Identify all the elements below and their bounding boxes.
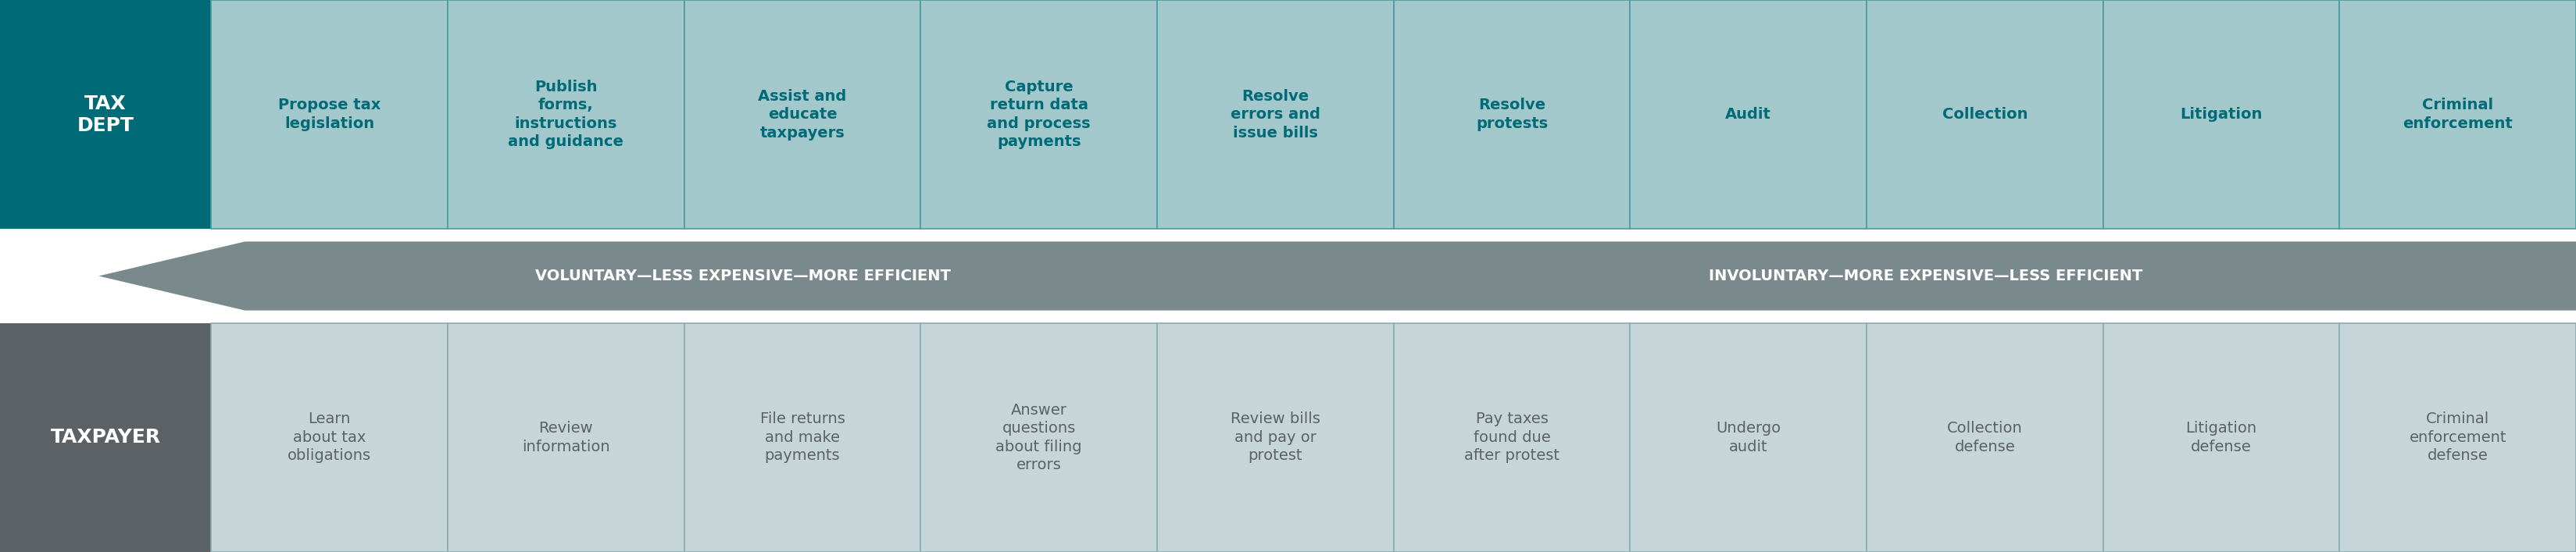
Text: Review
information: Review information [523,421,611,454]
Bar [211,323,448,552]
Text: INVOLUNTARY—MORE EXPENSIVE—LESS EFFICIENT: INVOLUNTARY—MORE EXPENSIVE—LESS EFFICIEN… [1708,269,2143,283]
Text: TAXPAYER: TAXPAYER [52,428,160,447]
Bar [1868,323,2102,552]
Text: File returns
and make
payments: File returns and make payments [760,412,845,463]
Bar [1631,0,1868,229]
Text: Criminal
enforcement: Criminal enforcement [2403,98,2512,131]
Text: Undergo
audit: Undergo audit [1716,421,1780,454]
Bar [0,0,211,229]
Text: VOLUNTARY—LESS EXPENSIVE—MORE EFFICIENT: VOLUNTARY—LESS EXPENSIVE—MORE EFFICIENT [536,269,951,283]
Text: Propose tax
legislation: Propose tax legislation [278,98,381,131]
Text: Resolve
protests: Resolve protests [1476,98,1548,131]
Bar [448,323,685,552]
Bar [0,323,211,552]
Bar [685,323,920,552]
Text: Litigation
defense: Litigation defense [2184,421,2257,454]
Text: Collection: Collection [1942,107,2027,122]
Text: Collection
defense: Collection defense [1947,421,2022,454]
Bar [1394,323,1631,552]
Bar [920,0,1157,229]
Bar [2339,0,2576,229]
Text: Litigation: Litigation [2179,107,2262,122]
Text: Answer
questions
about filing
errors: Answer questions about filing errors [997,402,1082,473]
Bar [1868,0,2102,229]
Bar [920,323,1157,552]
Bar [1631,323,1868,552]
Bar [2339,323,2576,552]
Bar [1157,0,1394,229]
Text: Learn
about tax
obligations: Learn about tax obligations [289,412,371,463]
Text: Pay taxes
found due
after protest: Pay taxes found due after protest [1463,412,1558,463]
Text: Assist and
educate
taxpayers: Assist and educate taxpayers [757,89,848,140]
Bar [448,0,685,229]
Text: Capture
return data
and process
payments: Capture return data and process payments [987,79,1090,150]
Text: Audit: Audit [1726,107,1772,122]
Text: Resolve
errors and
issue bills: Resolve errors and issue bills [1231,89,1321,140]
Text: Publish
forms,
instructions
and guidance: Publish forms, instructions and guidance [507,79,623,150]
Bar [1394,0,1631,229]
Text: TAX
DEPT: TAX DEPT [77,94,134,135]
Bar [1157,323,1394,552]
Text: Review bills
and pay or
protest: Review bills and pay or protest [1231,412,1321,463]
Bar [685,0,920,229]
Text: Criminal
enforcement
defense: Criminal enforcement defense [2409,412,2506,463]
Bar [2102,0,2339,229]
Bar [211,0,448,229]
Bar [2102,323,2339,552]
Polygon shape [98,242,2576,310]
